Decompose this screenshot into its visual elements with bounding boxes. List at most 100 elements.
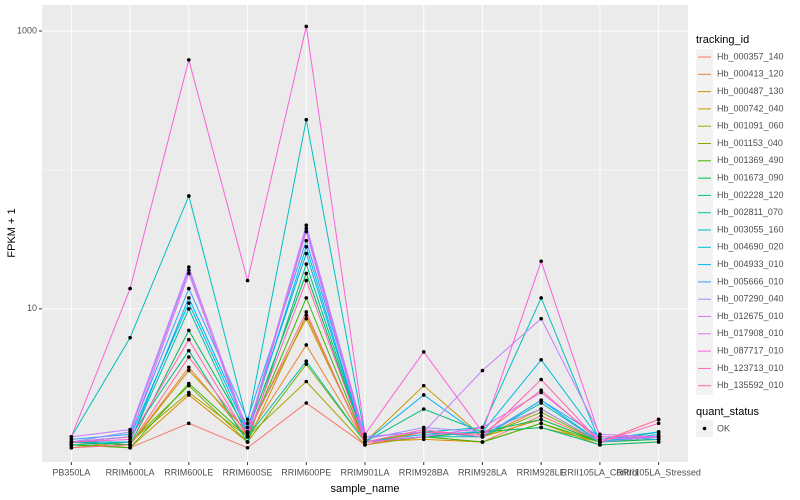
data-point	[128, 434, 132, 439]
data-point	[363, 443, 367, 447]
data-point	[245, 278, 250, 283]
legend-label: Hb_004690_020	[717, 242, 784, 252]
data-point	[656, 440, 661, 444]
data-point	[656, 421, 661, 426]
points-legend-title: quant_status	[696, 406, 759, 418]
data-point	[187, 337, 191, 342]
data-point	[304, 251, 309, 256]
data-point	[304, 238, 309, 243]
legend-label: Hb_012675_010	[717, 311, 784, 321]
legend-point	[702, 426, 707, 431]
legend-label: Hb_002228_120	[717, 190, 784, 200]
data-point	[539, 401, 543, 405]
data-point	[187, 390, 191, 395]
data-point	[187, 421, 191, 426]
x-tick-label: RRII105LA_Control	[561, 467, 639, 477]
data-point	[480, 434, 485, 439]
data-point	[304, 278, 309, 283]
legend-label: Hb_001091_060	[717, 121, 784, 131]
legend-label: Hb_000357_140	[717, 51, 784, 61]
data-point	[245, 421, 250, 426]
data-point	[539, 410, 543, 415]
data-point	[304, 229, 309, 234]
x-tick-label: RRIM901LA	[340, 467, 389, 477]
data-point	[128, 286, 132, 291]
legend-label: Hb_001673_090	[717, 172, 784, 182]
legend-label: Hb_007290_040	[717, 294, 784, 304]
data-point	[598, 437, 602, 442]
legend-label: Hb_123713_010	[717, 363, 784, 373]
data-point	[187, 348, 191, 353]
data-point	[656, 437, 661, 442]
data-point	[304, 223, 309, 228]
data-point	[245, 445, 250, 450]
data-point	[539, 421, 543, 426]
data-point	[539, 417, 543, 422]
data-point	[363, 440, 367, 444]
x-tick-label: RRIM928LE	[517, 467, 566, 477]
data-point	[304, 24, 309, 29]
data-point	[539, 413, 543, 418]
legend-label: Hb_087717_010	[717, 345, 784, 355]
data-point	[187, 328, 191, 333]
data-point	[128, 440, 132, 444]
data-point	[304, 362, 309, 366]
y-axis-label: FPKM + 1	[6, 208, 18, 257]
x-tick-label: RRIM600LE	[164, 467, 213, 477]
data-point	[539, 407, 543, 411]
data-point	[421, 430, 426, 434]
data-point	[187, 286, 191, 291]
data-point	[363, 432, 367, 437]
y-tick-label: 1000	[17, 25, 37, 35]
legend-title: tracking_id	[696, 34, 749, 46]
data-point	[245, 425, 250, 430]
data-point	[69, 445, 74, 450]
data-point	[421, 434, 426, 439]
data-point	[480, 368, 485, 373]
data-point	[539, 259, 543, 264]
data-point	[128, 437, 132, 442]
legend-label: Hb_003055_160	[717, 224, 784, 234]
x-tick-label: RRII105LA_Stressed	[616, 467, 701, 477]
data-point	[598, 443, 602, 447]
data-point	[128, 445, 132, 450]
data-point	[245, 432, 250, 437]
data-point	[539, 316, 543, 321]
legend-label: Hb_001153_040	[717, 138, 783, 148]
data-point	[363, 437, 367, 442]
data-point	[304, 343, 309, 347]
data-point	[69, 437, 74, 442]
data-point	[187, 368, 191, 373]
data-point	[69, 443, 74, 447]
data-point	[539, 377, 543, 382]
x-axis-label: sample_name	[330, 483, 399, 495]
x-tick-label: PB350LA	[52, 467, 90, 477]
x-tick-label: RRIM928LA	[458, 467, 507, 477]
data-point	[363, 434, 367, 439]
data-point	[421, 350, 426, 354]
data-point	[187, 365, 191, 370]
data-point	[304, 296, 309, 300]
legend-label: Hb_004933_010	[717, 259, 784, 269]
data-point	[187, 355, 191, 359]
data-point	[187, 301, 191, 305]
data-point	[539, 388, 543, 392]
data-point	[304, 262, 309, 266]
legend-label: Hb_000413_120	[717, 69, 784, 79]
data-point	[245, 434, 250, 439]
data-point	[598, 440, 602, 444]
data-point	[480, 432, 485, 437]
legend-label: Hb_000487_130	[717, 86, 784, 96]
data-point	[304, 359, 309, 364]
data-point	[598, 434, 602, 439]
data-point	[187, 296, 191, 300]
data-point	[304, 117, 309, 122]
x-tick-label: RRIM600PE	[281, 467, 331, 477]
data-point	[480, 425, 485, 430]
points-legend-label: OK	[717, 423, 730, 433]
data-point	[69, 440, 74, 444]
x-tick-label: RRIM600LA	[106, 467, 155, 477]
data-point	[656, 434, 661, 439]
data-point	[421, 383, 426, 388]
